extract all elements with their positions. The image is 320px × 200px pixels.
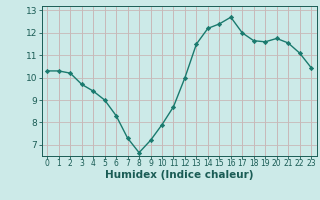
X-axis label: Humidex (Indice chaleur): Humidex (Indice chaleur) <box>105 170 253 180</box>
